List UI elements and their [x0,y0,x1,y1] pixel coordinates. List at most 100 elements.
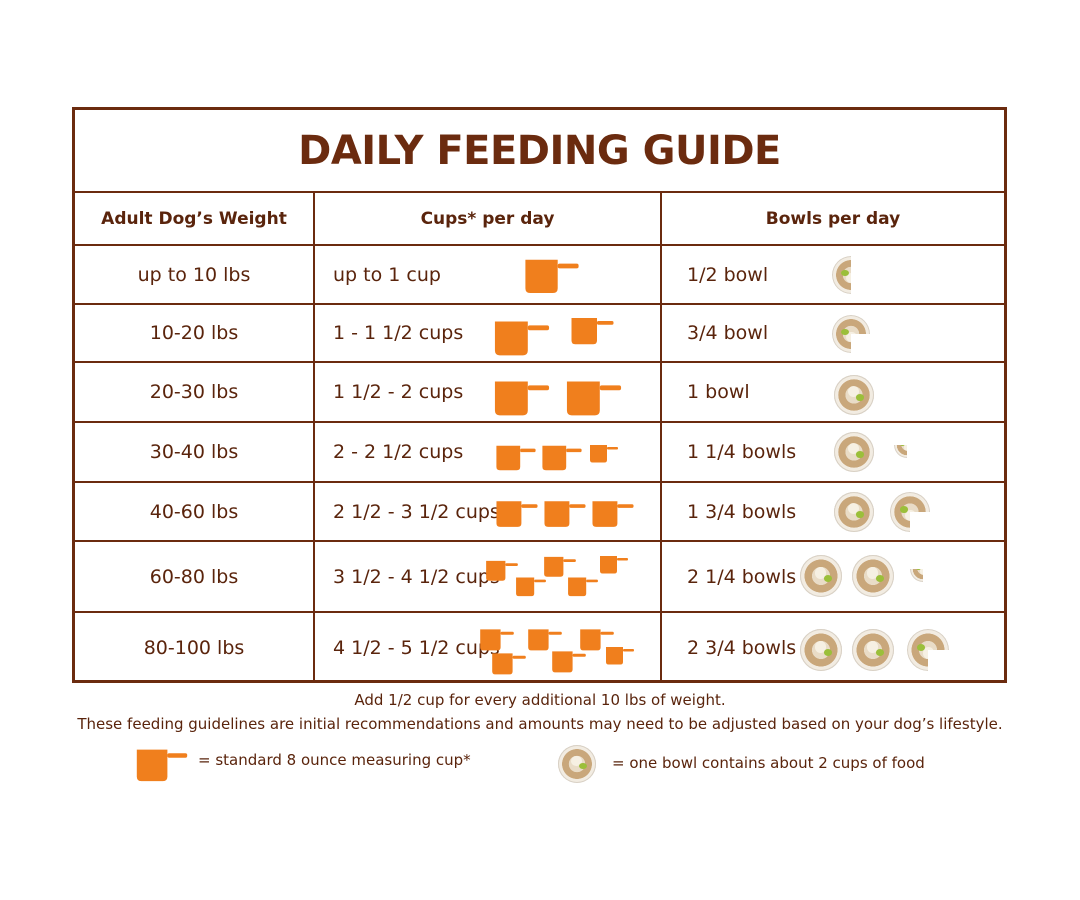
measuring-cup-icon [495,497,539,533]
cups-label: 4 1/2 - 5 1/2 cups [333,637,500,659]
bowls-label: 1/2 bowl [687,263,769,286]
measuring-cup-graphic [544,556,576,577]
measuring-cup-icon [493,377,551,421]
legend-bowl [558,745,596,783]
measuring-cup-icon [136,749,188,782]
legend-cup [134,746,190,786]
bowls-cell: 3/4 bowl [662,305,1004,361]
page-title: DAILY FEEDING GUIDE [75,110,1004,193]
measuring-cup-icon [541,443,583,475]
bowls-label: 3/4 bowl [687,322,769,344]
measuring-cup-graphic [542,445,582,471]
measuring-cup-icon [523,256,581,298]
weight-label: 10-20 lbs [149,322,239,344]
food-bowl-icon [852,629,894,671]
header-cups: Cups* per day [315,193,662,244]
food-bowl-icon [894,432,920,458]
table-row: 60-80 lbs 3 1/2 - 4 1/2 cups 2 1/4 bowls [75,542,1004,613]
measuring-cup-icon [565,315,620,349]
measuring-cup-graphic [590,445,618,463]
measuring-cup-graphic [580,629,614,651]
measuring-cup-icon [485,558,519,586]
weight-label: 40-60 lbs [149,500,239,523]
cups-cell: 2 1/2 - 3 1/2 cups [315,483,662,540]
food-bowl-icon [907,629,949,671]
cups-label: 1 - 1 1/2 cups [333,322,464,344]
weight-cell: 60-80 lbs [75,542,315,611]
measuring-cup-graphic [528,629,562,651]
legend-cup-text: = standard 8 ounce measuring cup* [198,751,471,769]
measuring-cup-icon [515,575,547,601]
measuring-cup-graphic [516,577,546,597]
header-weight: Adult Dog’s Weight [75,193,315,244]
measuring-cup-icon [551,649,587,677]
bowls-label: 1 3/4 bowls [687,500,797,523]
note-additional: Add 1/2 cup for every additional 10 lbs … [354,691,726,709]
measuring-cup-graphic [494,381,550,416]
bowls-cell: 2 1/4 bowls [662,542,1004,611]
food-bowl-icon [834,492,874,532]
food-bowl-icon [852,555,894,597]
measuring-cup-icon [597,554,631,578]
header-row: Adult Dog’s Weight Cups* per day Bowls p… [75,193,1004,246]
bowls-label: 1 bowl [687,381,750,403]
measuring-cup-icon [543,554,577,582]
table-row: up to 10 lbs up to 1 cup 1/2 bowl [75,246,1004,305]
weight-label: 20-30 lbs [149,381,239,403]
measuring-cup-graphic [592,501,634,527]
measuring-cup-icon [565,377,623,421]
weight-label: 60-80 lbs [149,565,239,588]
cups-cell: 1 1/2 - 2 cups [315,363,662,421]
cups-cell: 4 1/2 - 5 1/2 cups [315,613,662,683]
measuring-cup-icon [479,627,515,655]
measuring-cup-graphic [600,556,628,574]
legend-bowl-text: = one bowl contains about 2 cups of food [612,754,925,772]
bowls-cell: 1 bowl [662,363,1004,421]
food-bowl-icon [800,555,842,597]
cups-label: 2 - 2 1/2 cups [333,441,464,463]
cups-label: 1 1/2 - 2 cups [333,381,464,403]
food-bowl-icon [558,745,596,783]
measuring-cup-icon [493,317,551,361]
weight-label: 30-40 lbs [149,441,239,463]
measuring-cup-graphic [568,577,598,597]
bowls-cell: 1 3/4 bowls [662,483,1004,540]
bowls-cell: 1/2 bowl [662,246,1004,303]
weight-cell: 40-60 lbs [75,483,315,540]
weight-cell: 10-20 lbs [75,305,315,361]
food-bowl-icon [800,629,842,671]
measuring-cup-icon [605,645,635,669]
table-row: 30-40 lbs 2 - 2 1/2 cups 1 1/4 bowls [75,423,1004,483]
table-row: 80-100 lbs 4 1/2 - 5 1/2 cups 2 3/4 bowls [75,613,1004,683]
weight-cell: 20-30 lbs [75,363,315,421]
cups-cell: up to 1 cup [315,246,662,303]
cups-label: 2 1/2 - 3 1/2 cups [333,500,500,523]
cups-label: up to 1 cup [333,263,441,286]
measuring-cup-icon [527,627,563,655]
cups-cell: 3 1/2 - 4 1/2 cups [315,542,662,611]
measuring-cup-graphic [566,381,622,416]
bowls-cell: 2 3/4 bowls [662,613,1004,683]
weight-label: 80-100 lbs [143,637,245,659]
measuring-cup-icon [587,443,621,467]
header-bowls: Bowls per day [765,208,901,229]
weight-cell: up to 10 lbs [75,246,315,303]
measuring-cup-graphic [486,560,518,581]
food-bowl-icon [890,492,930,532]
note-guidelines: These feeding guidelines are initial rec… [77,715,1003,733]
table-row: 20-30 lbs 1 1/2 - 2 cups 1 bowl [75,363,1004,423]
food-bowl-icon [834,432,874,472]
table-row: 40-60 lbs 2 1/2 - 3 1/2 cups 1 3/4 bowls [75,483,1004,542]
measuring-cup-icon [491,651,527,679]
measuring-cup-icon [495,443,537,475]
bowls-label: 2 1/4 bowls [687,565,797,588]
cups-cell: 2 - 2 1/2 cups [315,423,662,481]
food-bowl-icon [910,556,936,582]
measuring-cup-graphic [525,259,579,294]
weight-label: up to 10 lbs [137,263,251,286]
measuring-cup-graphic [480,629,514,651]
measuring-cup-graphic [571,318,614,345]
food-bowl-icon [832,315,870,353]
measuring-cup-icon [543,497,587,533]
measuring-cup-graphic [496,445,536,471]
